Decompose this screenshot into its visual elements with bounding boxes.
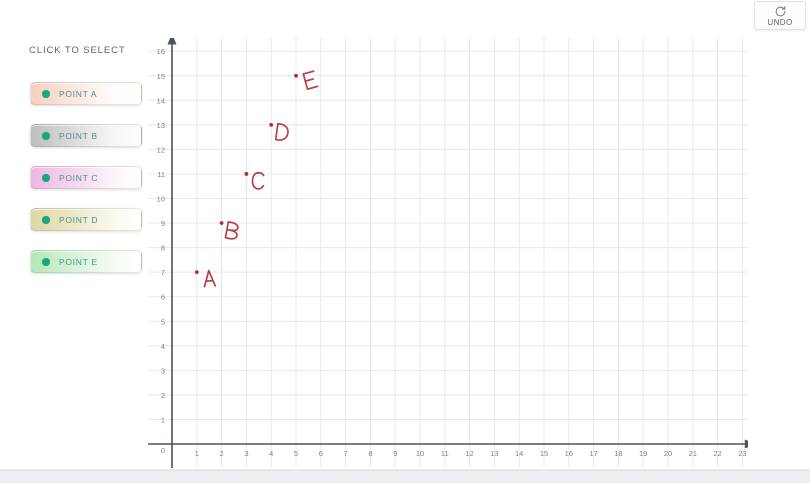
- plotted-point-b[interactable]: [219, 221, 224, 225]
- green-dot-icon: [42, 173, 50, 182]
- y-tick-label: 12: [157, 145, 165, 154]
- grid-lines: [148, 38, 748, 468]
- y-tick-label: 1: [161, 415, 165, 424]
- x-tick-label: 15: [540, 449, 548, 458]
- undo-label: UNDO: [767, 17, 793, 27]
- y-tick-label: 6: [161, 293, 165, 302]
- point-letter-a: [203, 269, 217, 288]
- origin-label: 0: [161, 446, 165, 455]
- point-letter-b: [224, 221, 239, 240]
- point-e-button[interactable]: POINT E: [30, 250, 142, 273]
- plotted-point-d[interactable]: [269, 122, 274, 127]
- axes: [148, 38, 748, 468]
- x-tick-label: 12: [465, 449, 473, 458]
- point-b-label: POINT B: [59, 130, 98, 141]
- point-a-button[interactable]: POINT A: [30, 82, 142, 105]
- point-d-button[interactable]: POINT D: [30, 208, 142, 231]
- x-tick-label: 23: [738, 449, 746, 458]
- green-dot-icon: [42, 215, 50, 224]
- y-tick-label: 11: [157, 170, 165, 179]
- x-tick-label: 5: [294, 449, 298, 458]
- x-tick-label: 13: [490, 449, 498, 458]
- x-tick-label: 2: [220, 449, 224, 458]
- x-tick-label: 22: [713, 449, 721, 458]
- x-tick-label: 1: [195, 449, 199, 458]
- x-tick-label: 7: [344, 449, 348, 458]
- point-letter-e: [302, 70, 319, 91]
- y-tick-label: 4: [161, 342, 165, 351]
- panel-title: CLICK TO SELECT: [29, 45, 126, 56]
- point-letter-c: [251, 171, 265, 190]
- undo-circular-arrow-icon: [774, 5, 787, 18]
- graph-canvas[interactable]: 1 2 3 4 5 6 7 8 9 10 11 12 13 14 15 16 17 18 19 20 21 22 23123…: [148, 38, 748, 468]
- green-dot-icon: [42, 131, 50, 140]
- plotted-point-c[interactable]: [244, 172, 249, 176]
- plotted-point-a[interactable]: [194, 270, 199, 275]
- y-tick-label: 16: [157, 47, 165, 56]
- y-tick-label: 15: [157, 72, 165, 81]
- x-tick-label: 3: [244, 449, 248, 458]
- tick-labels: 1 2 3 4 5 6 7 8 9 10 11 12 13 14 15 16 17 18 19 20 21 22 23123…: [157, 47, 747, 468]
- y-tick-label: 8: [161, 244, 165, 253]
- x-tick-label: 11: [441, 449, 449, 458]
- point-d-label: POINT D: [59, 214, 99, 225]
- green-dot-icon: [42, 89, 50, 98]
- plotted-point-e[interactable]: [294, 73, 298, 78]
- y-tick-label: 13: [157, 121, 165, 130]
- y-tick-label: 5: [161, 317, 165, 326]
- point-b-button[interactable]: POINT B: [30, 124, 142, 147]
- hand-drawn-annotations: [194, 70, 319, 288]
- coordinate-plane[interactable]: 1 2 3 4 5 6 7 8 9 10 11 12 13 14 15 16 17 18 19 20 21 22 23 1 2 3…: [148, 38, 748, 468]
- y-tick-label: 7: [161, 268, 165, 277]
- x-tick-label: 20: [664, 449, 672, 458]
- y-tick-label: 9: [161, 219, 165, 228]
- point-a-label: POINT A: [59, 88, 98, 99]
- x-tick-label: 17: [589, 449, 597, 458]
- point-c-button[interactable]: POINT C: [30, 166, 142, 189]
- point-e-label: POINT E: [59, 256, 98, 267]
- bottom-status-strip: [0, 470, 810, 483]
- x-tick-label: 6: [319, 449, 323, 458]
- y-tick-label: 10: [157, 195, 165, 204]
- y-tick-label: 2: [161, 391, 165, 400]
- content-divider: [0, 469, 810, 470]
- x-tick-label: 8: [368, 449, 372, 458]
- x-tick-label: 19: [639, 449, 647, 458]
- green-dot-icon: [42, 257, 50, 266]
- point-c-label: POINT C: [59, 172, 99, 183]
- x-tick-label: 21: [689, 449, 697, 458]
- point-letter-d: [274, 122, 289, 141]
- undo-button[interactable]: UNDO: [754, 1, 806, 30]
- point-select-panel: CLICK TO SELECT POINT A POINT B POINT C …: [0, 40, 150, 290]
- x-tick-label: 4: [269, 449, 273, 458]
- x-tick-label: 9: [393, 449, 397, 458]
- x-tick-label: 10: [416, 449, 424, 458]
- x-tick-label: 14: [515, 449, 523, 458]
- y-tick-label: 3: [161, 366, 165, 375]
- x-tick-label: 18: [614, 449, 622, 458]
- x-tick-label: 16: [565, 449, 573, 458]
- y-tick-label: 14: [157, 96, 165, 105]
